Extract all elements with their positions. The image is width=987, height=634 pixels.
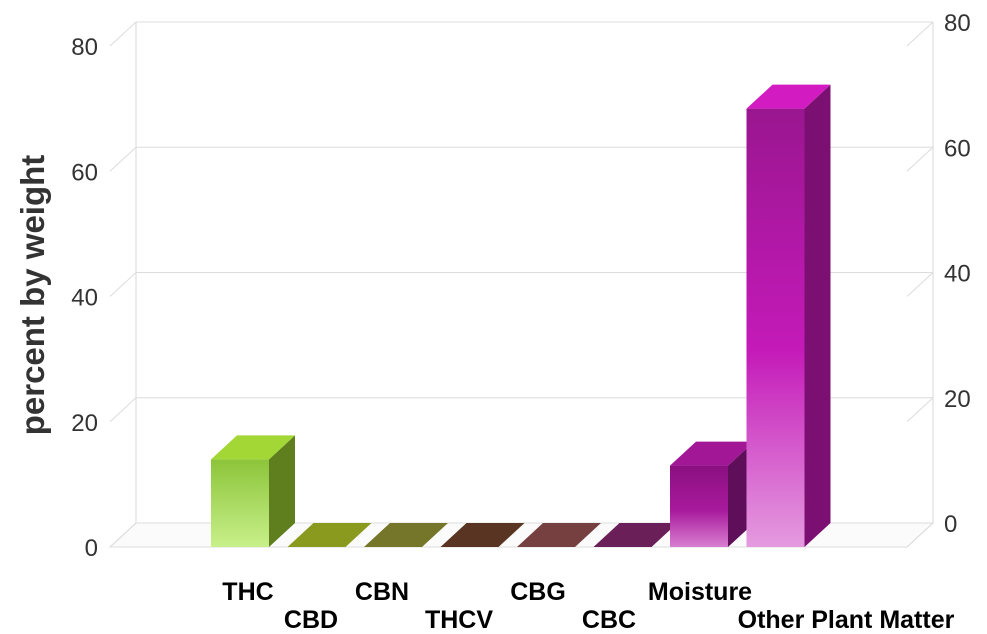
bar-cbd xyxy=(287,523,372,547)
bar-flat-face xyxy=(364,523,448,547)
bar-cbg xyxy=(517,523,601,547)
gridline-side-right xyxy=(906,397,934,423)
y-tick-label-right: 60 xyxy=(944,135,971,162)
bar-thcv xyxy=(440,523,525,547)
bar-moisture xyxy=(670,441,754,547)
bar-top-face xyxy=(746,84,831,109)
x-tick-label: CBG xyxy=(510,578,566,606)
bar-flat-face xyxy=(593,523,678,547)
y-tick-label-right: 0 xyxy=(944,511,957,538)
bar-front-face xyxy=(211,459,269,547)
y-tick-label-right: 40 xyxy=(944,261,971,288)
y-tick-label-left: 20 xyxy=(71,410,98,437)
bar-side-face xyxy=(269,435,295,547)
gridline-side xyxy=(109,146,137,172)
x-tick-label: THCV xyxy=(425,606,493,634)
y-axis-right: 0 20 40 60 80 xyxy=(944,10,971,538)
y-axis-label: percent by weight xyxy=(14,155,51,436)
x-tick-label: Moisture xyxy=(648,578,752,606)
gridline-side-right xyxy=(906,272,934,297)
bar-flat-face xyxy=(287,523,372,547)
gridline-side-right xyxy=(906,522,934,548)
y-tick-label-left: 0 xyxy=(85,535,98,562)
bar-flat-face xyxy=(440,523,525,547)
bar-top-face xyxy=(670,441,754,466)
y-tick-label-right: 20 xyxy=(944,386,971,413)
gridline-side xyxy=(109,272,137,297)
gridline-side-right xyxy=(906,146,934,172)
bar-front-face xyxy=(670,465,728,547)
bar-front-face xyxy=(746,108,805,547)
bar-side-face xyxy=(804,84,831,547)
y-tick-label-left: 80 xyxy=(71,34,98,61)
x-tick-label: CBN xyxy=(355,578,409,606)
x-tick-label: THC xyxy=(222,578,273,606)
bar-top-face xyxy=(211,435,295,460)
gridline-side-right xyxy=(906,21,934,47)
bar-cbn xyxy=(364,523,448,547)
bars xyxy=(211,84,831,547)
y-tick-label-left: 40 xyxy=(71,285,98,312)
bar-other-plant-matter xyxy=(746,84,831,547)
gridline-side xyxy=(109,21,137,47)
y-tick-label-right: 80 xyxy=(944,10,971,37)
bar-cbc xyxy=(593,523,678,547)
y-tick-label-left: 60 xyxy=(71,159,98,186)
gridline-side xyxy=(109,397,137,423)
bar-thc xyxy=(211,435,295,547)
x-tick-label: Other Plant Matter xyxy=(738,606,955,634)
y-axis-left: 0 20 40 60 80 xyxy=(71,34,98,562)
x-tick-label: CBD xyxy=(284,606,338,634)
gridline-side xyxy=(109,522,137,548)
bar-flat-face xyxy=(517,523,601,547)
x-tick-label: CBC xyxy=(582,606,636,634)
